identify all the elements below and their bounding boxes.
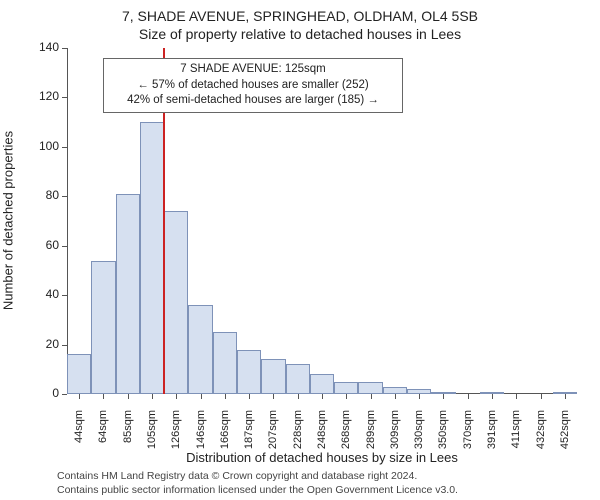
histogram-bar [116, 194, 140, 394]
info-box-line1: 7 SHADE AVENUE: 125sqm [110, 62, 396, 78]
histogram-bar [553, 392, 577, 394]
x-tick-mark [419, 394, 420, 399]
info-box: 7 SHADE AVENUE: 125sqm ← 57% of detached… [103, 58, 403, 113]
histogram-bar [261, 359, 285, 394]
x-tick-mark [371, 394, 372, 399]
y-tick-label: 40 [29, 287, 59, 301]
x-tick-mark [492, 394, 493, 399]
x-tick-mark [516, 394, 517, 399]
y-tick-label: 120 [29, 89, 59, 103]
y-tick-label: 80 [29, 188, 59, 202]
x-tick-mark [225, 394, 226, 399]
y-tick-mark [62, 147, 67, 148]
y-tick-mark [62, 97, 67, 98]
x-tick-mark [565, 394, 566, 399]
y-tick-mark [62, 196, 67, 197]
x-tick-label: 187sqm [243, 410, 255, 460]
histogram-bar [188, 305, 212, 394]
y-tick-mark [62, 48, 67, 49]
histogram-bar [310, 374, 334, 394]
x-tick-mark [201, 394, 202, 399]
histogram-bar [140, 122, 164, 394]
x-tick-label: 228sqm [292, 410, 304, 460]
x-tick-mark [249, 394, 250, 399]
histogram-bar [286, 364, 310, 394]
x-tick-label: 391sqm [486, 410, 498, 460]
y-tick-label: 0 [29, 386, 59, 400]
x-tick-label: 126sqm [170, 410, 182, 460]
x-tick-mark [468, 394, 469, 399]
info-box-line3: 42% of semi-detached houses are larger (… [110, 93, 396, 109]
x-tick-label: 309sqm [389, 410, 401, 460]
y-tick-label: 100 [29, 139, 59, 153]
histogram-bar [67, 354, 91, 394]
x-tick-label: 370sqm [462, 410, 474, 460]
histogram-bar [480, 392, 504, 394]
chart-container: 7, SHADE AVENUE, SPRINGHEAD, OLDHAM, OL4… [0, 0, 600, 500]
x-tick-label: 330sqm [413, 410, 425, 460]
x-tick-label: 166sqm [219, 410, 231, 460]
y-tick-mark [62, 394, 67, 395]
x-tick-mark [176, 394, 177, 399]
histogram-bar [213, 332, 237, 394]
y-tick-mark [62, 295, 67, 296]
x-tick-mark [128, 394, 129, 399]
y-tick-label: 140 [29, 40, 59, 54]
y-tick-label: 60 [29, 238, 59, 252]
x-tick-label: 432sqm [535, 410, 547, 460]
x-tick-label: 85sqm [122, 410, 134, 460]
chart-title-line1: 7, SHADE AVENUE, SPRINGHEAD, OLDHAM, OL4… [0, 8, 600, 24]
histogram-bar [237, 350, 261, 394]
x-tick-mark [273, 394, 274, 399]
footer: Contains HM Land Registry data © Crown c… [57, 470, 458, 497]
x-tick-label: 207sqm [267, 410, 279, 460]
histogram-bar [407, 389, 431, 394]
x-tick-label: 64sqm [97, 410, 109, 460]
y-axis-label: Number of detached properties [1, 121, 16, 321]
x-tick-label: 146sqm [195, 410, 207, 460]
info-box-line2: ← 57% of detached houses are smaller (25… [110, 78, 396, 94]
histogram-bar [383, 387, 407, 394]
x-tick-mark [79, 394, 80, 399]
x-tick-label: 411sqm [510, 410, 522, 460]
histogram-bar [358, 382, 382, 394]
x-tick-label: 105sqm [146, 410, 158, 460]
footer-line2: Contains public sector information licen… [57, 484, 458, 498]
x-tick-mark [103, 394, 104, 399]
x-tick-mark [322, 394, 323, 399]
x-tick-label: 452sqm [559, 410, 571, 460]
footer-line1: Contains HM Land Registry data © Crown c… [57, 470, 458, 484]
x-tick-mark [298, 394, 299, 399]
x-tick-mark [395, 394, 396, 399]
x-tick-mark [541, 394, 542, 399]
chart-title-line2: Size of property relative to detached ho… [0, 26, 600, 42]
histogram-bar [164, 211, 188, 394]
x-tick-label: 289sqm [365, 410, 377, 460]
x-tick-mark [443, 394, 444, 399]
y-tick-label: 20 [29, 337, 59, 351]
x-tick-label: 44sqm [73, 410, 85, 460]
x-tick-label: 268sqm [340, 410, 352, 460]
x-tick-mark [152, 394, 153, 399]
y-tick-mark [62, 246, 67, 247]
y-tick-mark [62, 345, 67, 346]
histogram-bar [91, 261, 115, 394]
histogram-bar [334, 382, 358, 394]
histogram-bar [431, 392, 455, 394]
x-tick-mark [346, 394, 347, 399]
x-tick-label: 248sqm [316, 410, 328, 460]
x-tick-label: 350sqm [437, 410, 449, 460]
